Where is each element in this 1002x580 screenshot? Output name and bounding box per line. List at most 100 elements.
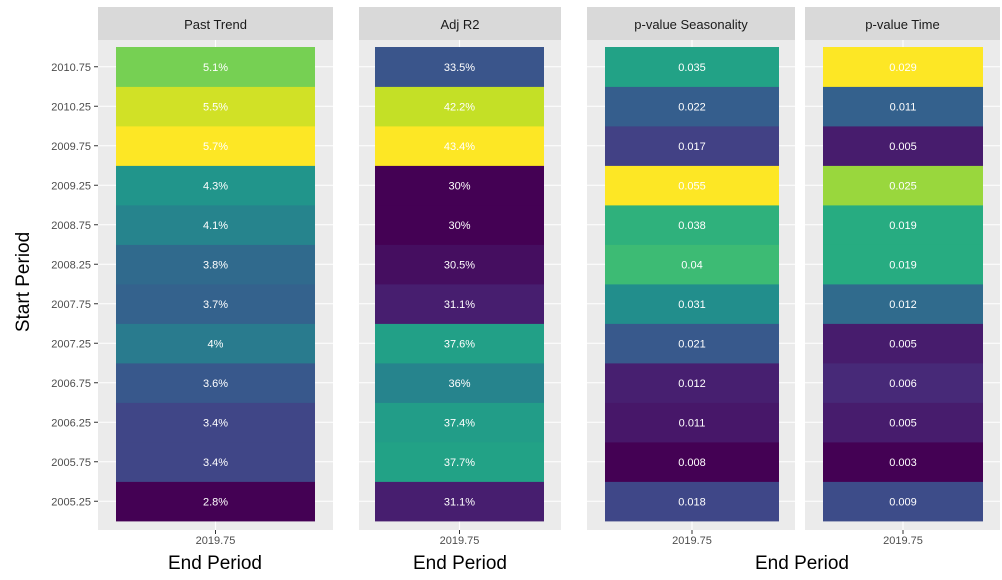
heat-cell <box>375 402 544 443</box>
cell-value-label: 0.038 <box>678 220 706 232</box>
heat-cell <box>116 363 315 403</box>
y-tick-label: 2008.75 <box>51 220 91 232</box>
heat-cell <box>823 402 983 443</box>
cell-value-label: 0.017 <box>678 141 706 153</box>
cell-value-label: 2.8% <box>203 496 228 508</box>
heat-cell <box>823 47 983 87</box>
heat-cell <box>116 47 315 87</box>
cell-value-label: 0.009 <box>889 496 917 508</box>
x-axis-title: End Period <box>168 553 262 574</box>
panel-strip <box>587 7 795 40</box>
heat-cell <box>375 363 544 403</box>
cell-value-label: 4.1% <box>203 220 228 232</box>
x-tick-label: 2019.75 <box>672 535 712 547</box>
heat-cell <box>116 165 315 206</box>
y-tick-label: 2005.25 <box>51 496 91 508</box>
heat-cell <box>605 86 779 127</box>
heat-cell <box>375 205 544 245</box>
heat-cell <box>116 205 315 245</box>
panel-title: Past Trend <box>184 17 247 32</box>
heat-cell <box>375 165 544 206</box>
cell-value-label: 0.011 <box>679 417 706 429</box>
heat-cell <box>375 323 544 364</box>
cell-value-label: 0.031 <box>678 299 706 311</box>
cell-value-label: 31.1% <box>444 496 475 508</box>
cell-value-label: 0.055 <box>678 180 706 192</box>
heat-cell <box>605 205 779 245</box>
cell-value-label: 3.4% <box>203 457 228 469</box>
cell-value-label: 0.019 <box>889 220 917 232</box>
heat-cell <box>823 126 983 166</box>
heat-cell <box>605 481 779 522</box>
heat-cell <box>116 481 315 522</box>
cell-value-label: 0.011 <box>890 101 917 113</box>
heat-cell <box>605 363 779 403</box>
heat-cell <box>116 126 315 166</box>
heat-cell <box>116 284 315 324</box>
heat-cell <box>605 47 779 87</box>
cell-value-label: 30.5% <box>444 259 475 271</box>
heat-cell <box>116 86 315 127</box>
cell-value-label: 0.003 <box>889 457 917 469</box>
y-tick-label: 2010.75 <box>51 62 91 74</box>
x-tick-label: 2019.75 <box>883 535 923 547</box>
cell-value-label: 37.4% <box>444 417 475 429</box>
heat-cell <box>375 126 544 166</box>
heat-cell <box>823 244 983 285</box>
cell-value-label: 3.8% <box>203 259 228 271</box>
y-tick-label: 2006.75 <box>51 378 91 390</box>
heat-cell <box>116 442 315 482</box>
cell-value-label: 5.7% <box>203 141 228 153</box>
heat-cell <box>375 47 544 87</box>
cell-value-label: 42.2% <box>444 101 475 113</box>
heat-cell <box>823 165 983 206</box>
y-tick-label: 2006.25 <box>51 417 91 429</box>
cell-value-label: 30% <box>448 180 470 192</box>
y-tick-label: 2009.25 <box>51 180 91 192</box>
cell-value-label: 5.5% <box>203 101 228 113</box>
heat-cell <box>605 126 779 166</box>
cell-value-label: 0.04 <box>681 259 702 271</box>
heat-cell <box>823 363 983 403</box>
cell-value-label: 33.5% <box>444 62 475 74</box>
x-tick-label: 2019.75 <box>196 535 236 547</box>
y-tick-label: 2010.25 <box>51 101 91 113</box>
heat-cell <box>823 442 983 482</box>
heat-cell <box>375 442 544 482</box>
cell-value-label: 0.008 <box>678 457 706 469</box>
heat-cell <box>116 402 315 443</box>
y-tick-label: 2008.25 <box>51 259 91 271</box>
cell-value-label: 4% <box>208 338 224 350</box>
heat-cell <box>375 284 544 324</box>
panel-title: p-value Seasonality <box>634 17 748 32</box>
cell-value-label: 0.025 <box>889 180 917 192</box>
heat-cell <box>823 481 983 522</box>
heat-cell <box>605 402 779 443</box>
heat-cell <box>375 86 544 127</box>
cell-value-label: 37.6% <box>444 338 475 350</box>
y-axis-title: Start Period <box>13 232 34 332</box>
cell-value-label: 0.012 <box>678 378 706 390</box>
y-tick-label: 2007.25 <box>51 338 91 350</box>
y-tick-label: 2005.75 <box>51 457 91 469</box>
heat-cell <box>605 442 779 482</box>
cell-value-label: 0.005 <box>889 338 917 350</box>
cell-value-label: 0.005 <box>889 417 917 429</box>
y-tick-label: 2009.75 <box>51 141 91 153</box>
cell-value-label: 0.021 <box>678 338 706 350</box>
cell-value-label: 0.035 <box>678 62 706 74</box>
heat-cell <box>823 284 983 324</box>
heat-cell <box>375 244 544 285</box>
cell-value-label: 5.1% <box>203 62 228 74</box>
heat-cell <box>116 244 315 285</box>
cell-value-label: 3.6% <box>203 378 228 390</box>
heat-cell <box>823 323 983 364</box>
cell-value-label: 0.006 <box>889 378 917 390</box>
heat-cell <box>823 205 983 245</box>
x-tick-label: 2019.75 <box>440 535 480 547</box>
heat-cell <box>823 86 983 127</box>
cell-value-label: 3.7% <box>203 299 228 311</box>
heat-cell <box>605 284 779 324</box>
